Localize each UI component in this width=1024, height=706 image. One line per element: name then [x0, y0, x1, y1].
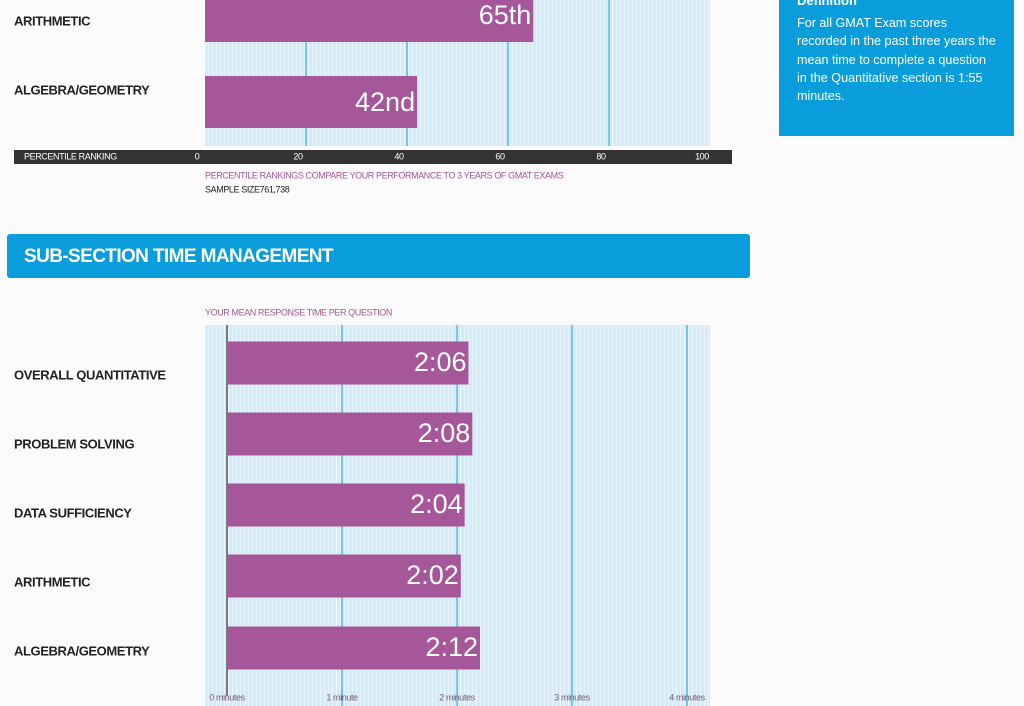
value-label: 2:12: [425, 632, 478, 662]
x-tick-label: 4 minutes: [669, 692, 705, 702]
bar: [227, 483, 465, 527]
section-header: [7, 234, 750, 278]
bar: [227, 554, 461, 598]
definition-text: For all GMAT Exam scores recorded in the…: [797, 16, 996, 104]
definition-title: Definition: [797, 0, 857, 8]
definition-box: Definition For all GMAT Exam scores reco…: [779, 0, 1014, 136]
category-label: ARITHMETIC: [14, 574, 91, 589]
category-label: PROBLEM SOLVING: [14, 436, 134, 451]
bar: [205, 76, 418, 128]
value-label: 2:08: [418, 418, 471, 448]
value-label: 2:02: [406, 560, 459, 590]
x-tick-label: 80: [596, 151, 606, 161]
x-tick-label: 60: [495, 151, 505, 161]
plots: 0 20 40 60 80 100 65th ARITHMETIC 42nd ALGEBRA/GE…: [14, 0, 732, 706]
axis-label: PERCENTILE RANKING: [24, 151, 117, 161]
category-label: ALGEBRA/GEOMETRY: [14, 82, 150, 97]
x-tick-label: 2 minutes: [439, 692, 475, 702]
value-label: 2:06: [414, 347, 467, 377]
section-heading: SUB-SECTION TIME MANAGEMENT: [24, 246, 334, 267]
x-tick-label: 0 minutes: [209, 692, 245, 702]
x-tick-label: 100: [695, 151, 709, 161]
x-tick-label: 0: [195, 151, 200, 161]
note: PERCENTILE RANKINGS COMPARE YOUR PERFORM…: [205, 170, 564, 180]
bar: [227, 341, 469, 385]
bar: [227, 412, 473, 456]
x-tick-label: 40: [394, 151, 404, 161]
category-label: ARITHMETIC: [14, 13, 91, 28]
x-tick-label: 3 minutes: [554, 692, 590, 702]
category-label: DATA SUFFICIENCY: [14, 505, 132, 520]
chart-title: YOUR MEAN RESPONSE TIME PER QUESTION: [205, 307, 392, 317]
bar: [205, 0, 534, 42]
x-tick-label: 20: [293, 151, 303, 161]
category-label: ALGEBRA/GEOMETRY: [14, 643, 150, 658]
value-label: 2:04: [410, 489, 463, 519]
category-label: OVERALL QUANTITATIVE: [14, 367, 166, 382]
axis-bar: [14, 150, 732, 164]
value-label: 42nd: [355, 87, 415, 117]
bar: [227, 626, 480, 670]
x-tick-label: 1 minute: [326, 692, 358, 702]
note: SAMPLE SIZE761,738: [205, 184, 290, 194]
value-label: 65th: [479, 0, 532, 30]
